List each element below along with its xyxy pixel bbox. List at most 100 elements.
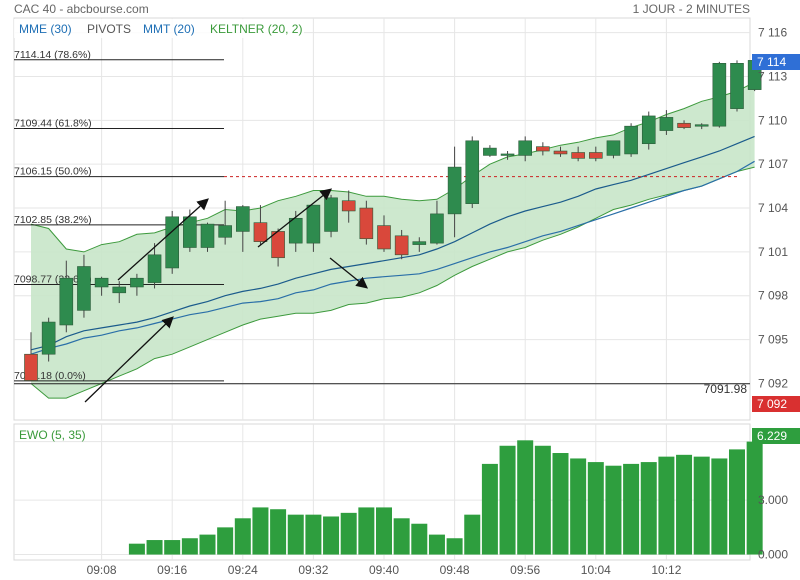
candle-19 xyxy=(359,200,374,245)
candle-body xyxy=(730,63,744,109)
ewo-bar-36 xyxy=(658,456,675,555)
candle-33 xyxy=(606,140,621,159)
ewo-bar-38 xyxy=(693,456,710,555)
time-tick-09:24: 09:24 xyxy=(228,563,258,577)
candle-38 xyxy=(694,123,709,130)
candle-10 xyxy=(200,222,215,252)
ewo-histogram xyxy=(128,440,763,555)
ewo-value-tag-label: 6.229 xyxy=(757,429,787,443)
price-tick-6: 7 098 xyxy=(758,289,788,303)
candle-body xyxy=(24,353,38,381)
candle-11 xyxy=(218,200,232,245)
candle-28 xyxy=(518,136,533,162)
ewo-bar-11 xyxy=(217,527,234,555)
candle-18 xyxy=(341,190,356,223)
legend-bg xyxy=(14,19,304,38)
candle-body xyxy=(518,140,533,156)
candle-25 xyxy=(465,136,480,209)
candle-body xyxy=(465,140,480,204)
candle-body xyxy=(536,146,550,152)
candle-body xyxy=(236,206,250,232)
candle-body xyxy=(341,200,356,212)
ewo-bar-29 xyxy=(534,445,551,555)
candle-body xyxy=(77,266,91,311)
period-label: 1 JOUR - 2 MINUTES xyxy=(633,2,750,16)
arrow-up-2 xyxy=(117,198,209,281)
candle-body xyxy=(94,277,109,288)
low-line-label: 7091.98 xyxy=(704,382,748,396)
ewo-bar-20 xyxy=(376,507,392,555)
candle-40 xyxy=(730,60,744,112)
legend-pivots[interactable]: PIVOTS xyxy=(87,22,131,36)
ewo-title: EWO (5, 35) xyxy=(19,428,86,442)
last-price-tag-label: 7 114 xyxy=(757,55,786,69)
candle-22 xyxy=(412,237,427,252)
candle-body xyxy=(183,216,197,248)
ewo-bar-12 xyxy=(234,518,251,555)
candle-body xyxy=(41,321,56,355)
price-tick-0: 7 116 xyxy=(758,26,787,40)
instrument-title: CAC 40 - abcbourse.com xyxy=(14,2,149,16)
fibonacci-levels: 7114.14 (78.6%) 7109.44 (61.8%) 7106.15 (5… xyxy=(14,49,750,385)
arrow-up-3 xyxy=(257,188,333,248)
candle-body xyxy=(447,166,462,215)
price-tick-4: 7 104 xyxy=(758,201,788,215)
candle-3 xyxy=(77,254,91,318)
candle-13 xyxy=(253,205,268,245)
ewo-bar-30 xyxy=(552,453,569,555)
ema-line xyxy=(30,160,755,355)
price-panel-frame xyxy=(13,17,751,421)
candle-body xyxy=(218,225,232,238)
ewo-bar-32 xyxy=(587,462,604,555)
sma-line xyxy=(30,135,755,351)
ewo-bar-39 xyxy=(711,458,728,555)
legend-keltner[interactable]: KELTNER (20, 2) xyxy=(210,22,302,36)
candle-body xyxy=(306,204,321,244)
candle-body xyxy=(430,213,444,244)
candle-body xyxy=(253,222,268,242)
ewo-bar-21 xyxy=(393,518,410,555)
time-tick-09:16: 09:16 xyxy=(157,563,187,577)
ewo-bar-35 xyxy=(640,462,657,555)
time-tick-09:08: 09:08 xyxy=(87,563,117,577)
ewo-bar-41 xyxy=(746,441,763,555)
ewo-bar-33 xyxy=(605,465,622,555)
candle-4 xyxy=(94,276,109,296)
candle-body xyxy=(200,223,215,248)
ewo-bar-19 xyxy=(358,507,375,555)
ewo-bar-37 xyxy=(676,454,693,555)
candle-body xyxy=(165,216,179,269)
fib-label-0: 7114.14 (78.6%) xyxy=(14,49,91,61)
ewo-bar-14 xyxy=(270,509,287,555)
candle-body xyxy=(112,286,127,294)
price-tick-8: 7 092 xyxy=(758,376,788,390)
candle-16 xyxy=(306,204,321,252)
fib-label-2: 7106.15 (50.0%) xyxy=(14,166,92,178)
trend-arrows xyxy=(84,188,369,403)
candle-29 xyxy=(536,142,550,156)
candle-9 xyxy=(183,209,197,252)
candle-24 xyxy=(447,146,462,238)
keltner-lower-line xyxy=(30,166,755,399)
low-price-tag xyxy=(752,396,800,412)
ewo-bar-40 xyxy=(729,449,745,555)
candle-body xyxy=(147,254,162,283)
ewo-axis: 0.000 3.000 xyxy=(758,493,788,561)
ewo-bar-17 xyxy=(323,516,340,555)
keltner-fill xyxy=(31,82,755,399)
time-tick-10:04: 10:04 xyxy=(581,563,611,577)
candle-5 xyxy=(112,281,127,304)
legend-ema[interactable]: MME (30) xyxy=(19,22,72,36)
candle-6 xyxy=(130,273,144,296)
candle-body xyxy=(394,235,409,256)
legend-sma[interactable]: MMT (20) xyxy=(143,22,195,36)
candle-20 xyxy=(377,215,391,252)
candle-2 xyxy=(59,260,74,333)
ewo-bar-10 xyxy=(199,534,216,555)
candle-23 xyxy=(430,200,444,245)
fib-label-3: 7102.85 (38.2%) xyxy=(14,214,92,226)
price-tick-5: 7 101 xyxy=(758,245,788,259)
candle-8 xyxy=(165,210,179,274)
candle-1 xyxy=(41,317,56,362)
ewo-bar-9 xyxy=(181,538,198,555)
